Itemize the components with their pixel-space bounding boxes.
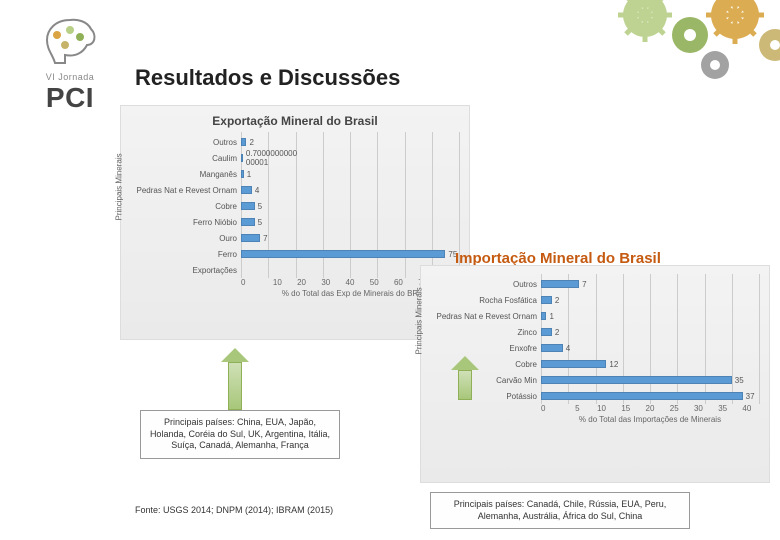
import-x-axis-label: % do Total das Importações de Minerais — [541, 415, 759, 424]
bar-plot: 12 — [541, 358, 759, 370]
bar-category: Rocha Fosfática — [431, 296, 541, 305]
bar-row: Cobre 5 — [131, 198, 459, 214]
bar-plot: 7 — [241, 232, 459, 244]
bar-value: 2 — [246, 136, 253, 148]
source-citation: Fonte: USGS 2014; DNPM (2014); IBRAM (20… — [135, 505, 333, 515]
bar-category: Ouro — [131, 234, 241, 243]
bar — [541, 376, 732, 384]
import-x-axis: 0510152025303540 — [541, 404, 759, 413]
bar-row: Potássio 37 — [431, 388, 759, 404]
import-chart: Principais Minerais Outros7Rocha Fosfáti… — [431, 276, 759, 424]
bar-category: Potássio — [431, 392, 541, 401]
logo-line2: PCI — [10, 82, 130, 114]
import-callout: Principais países: Canadá, Chile, Rússia… — [430, 492, 690, 529]
bar-value: 1 — [546, 310, 553, 322]
bar-value: 1 — [244, 168, 251, 180]
bar-category: Outros — [131, 138, 241, 147]
bar-category: Exportações — [131, 266, 241, 275]
export-chart-title: Exportação Mineral do Brasil — [131, 114, 459, 128]
brain-icon — [35, 15, 105, 70]
bar — [241, 202, 255, 210]
bar-plot: 75 — [241, 248, 459, 260]
bar-plot: 4 — [241, 184, 459, 196]
decorative-gears — [610, 0, 780, 100]
bar-plot: 35 — [541, 374, 759, 386]
bar-plot: 2 — [241, 136, 459, 148]
bar-row: Carvão Min 35 — [431, 372, 759, 388]
bar-row: Caulim0.7000000000 00001 — [131, 150, 459, 166]
bar-value: 0.7000000000 00001 — [243, 152, 297, 164]
bar-plot: 37 — [541, 390, 759, 402]
bar-row: Exportações — [131, 262, 459, 278]
arrow-up-icon — [228, 348, 249, 410]
bar — [541, 280, 579, 288]
bar-row: Outros 7 — [431, 276, 759, 292]
bar-row: Manganês1 — [131, 166, 459, 182]
bar-value: 7 — [579, 278, 586, 290]
bar-row: Ferro75 — [131, 246, 459, 262]
bar-row: Cobre 12 — [431, 356, 759, 372]
bar-category: Caulim — [131, 154, 241, 163]
bar-plot: 4 — [541, 342, 759, 354]
logo-line1: VI Jornada — [10, 72, 130, 82]
bar-category: Outros — [431, 280, 541, 289]
bar — [241, 186, 252, 194]
bar-plot: 1 — [241, 168, 459, 180]
bar-value: 4 — [563, 342, 570, 354]
bar — [241, 234, 260, 242]
bar-category: Enxofre — [431, 344, 541, 353]
bar-value: 2 — [552, 294, 559, 306]
bar-value: 35 — [732, 374, 744, 386]
bar-category: Ferro Nióbio — [131, 218, 241, 227]
bar-value: 12 — [606, 358, 618, 370]
event-logo: VI Jornada PCI — [10, 15, 130, 114]
bar-plot: 2 — [541, 294, 759, 306]
bar — [541, 296, 552, 304]
bar — [541, 344, 563, 352]
export-callout: Principais países: China, EUA, Japão, Ho… — [140, 410, 340, 459]
bar-row: Pedras Nat e Revest Ornam 4 — [131, 182, 459, 198]
bar-category: Pedras Nat e Revest Ornam — [131, 186, 241, 195]
bar-row: Enxofre 4 — [431, 340, 759, 356]
bar-row: Zinco 2 — [431, 324, 759, 340]
bar-plot: 5 — [241, 216, 459, 228]
bar-row: Ferro Nióbio 5 — [131, 214, 459, 230]
bar-row: Outros 2 — [131, 134, 459, 150]
bar — [241, 218, 255, 226]
bar-value: 37 — [743, 390, 755, 402]
bar-category: Cobre — [131, 202, 241, 211]
bar — [541, 360, 606, 368]
bar-plot: 7 — [541, 278, 759, 290]
bar-category: Pedras Nat e Revest Ornam — [431, 312, 541, 321]
bar-row: Pedras Nat e Revest Ornam 1 — [431, 308, 759, 324]
bar-plot: 5 — [241, 200, 459, 212]
bar-plot: 2 — [541, 326, 759, 338]
page-title: Resultados e Discussões — [135, 65, 400, 91]
bar-category: Manganês — [131, 170, 241, 179]
bar-category: Ferro — [131, 250, 241, 259]
bar-row: Ouro 7 — [131, 230, 459, 246]
bar-category: Carvão Min — [431, 376, 541, 385]
bar-category: Zinco — [431, 328, 541, 337]
import-y-axis-label: Principais Minerais — [415, 287, 424, 354]
arrow-up-icon — [458, 356, 479, 400]
export-chart: Principais Minerais Outros2Caulim0.70000… — [131, 134, 459, 298]
export-y-axis-label: Principais Minerais — [115, 153, 124, 220]
bar-value: 4 — [252, 184, 259, 196]
bar-value — [241, 264, 244, 276]
bar-plot: 1 — [541, 310, 759, 322]
bar-plot: 0.7000000000 00001 — [241, 152, 459, 164]
bar-value: 5 — [255, 200, 262, 212]
bar-row: Rocha Fosfática 2 — [431, 292, 759, 308]
bar-value: 5 — [255, 216, 262, 228]
bar — [541, 328, 552, 336]
bar — [241, 250, 445, 258]
bar-value: 2 — [552, 326, 559, 338]
bar-category: Cobre — [431, 360, 541, 369]
bar — [541, 392, 743, 400]
bar-value: 7 — [260, 232, 267, 244]
